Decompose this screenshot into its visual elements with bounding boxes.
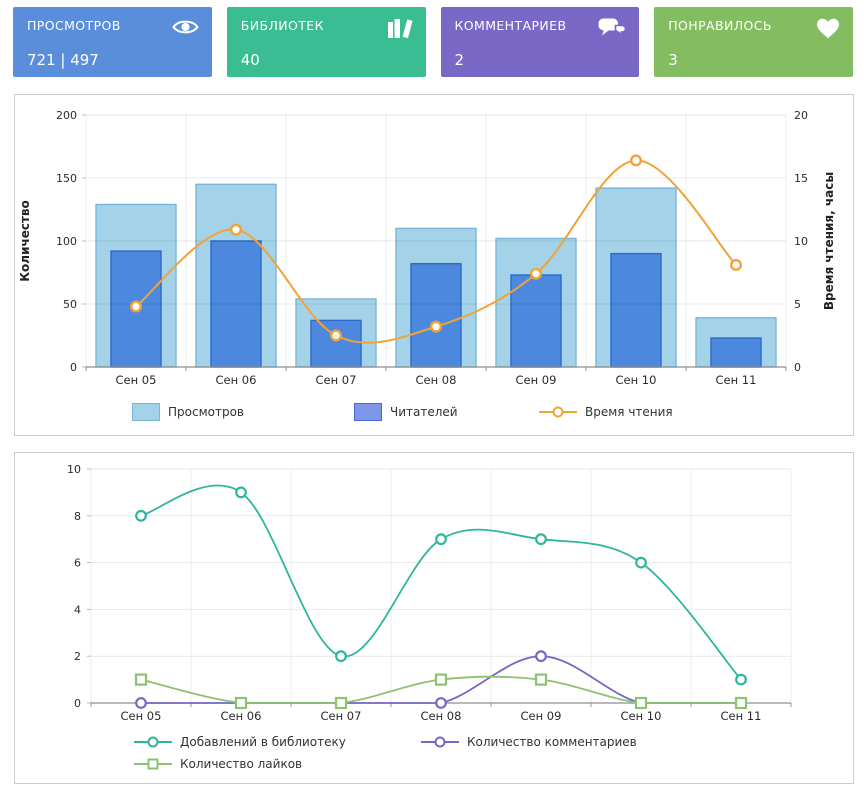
- svg-text:Сен 11: Сен 11: [721, 709, 762, 723]
- svg-text:Сен 05: Сен 05: [121, 709, 162, 723]
- svg-text:100: 100: [56, 235, 77, 248]
- card-header: ПОНРАВИЛОСЬ: [668, 17, 840, 39]
- svg-text:Сен 08: Сен 08: [421, 709, 462, 723]
- svg-text:Сен 06: Сен 06: [216, 373, 257, 387]
- engagement-chart-panel: 0 2 4 6 8 10 Сен 05 Сен 06 Сен 07 Сен 08 Сен 09 Сен…: [14, 452, 854, 784]
- likes-card-value: 3: [668, 51, 678, 69]
- engagement-chart-legend: Добавлений в библиотеку Количество комме…: [134, 735, 853, 771]
- legend-item-reading-time[interactable]: Время чтения: [539, 405, 853, 419]
- legend-item-likes-count[interactable]: Количество лайков: [134, 757, 421, 771]
- svg-text:6: 6: [74, 557, 81, 570]
- svg-text:Сен 06: Сен 06: [221, 709, 262, 723]
- stat-card-comments: КОММЕНТАРИЕВ 2: [440, 7, 640, 77]
- svg-text:15: 15: [794, 172, 808, 185]
- stat-card-views: ПРОСМОТРОВ 721 | 497: [13, 7, 212, 77]
- library-comments-likes-chart: 0 2 4 6 8 10 Сен 05 Сен 06 Сен 07 Сен 08 Сен 09 Сен…: [67, 463, 792, 723]
- views-card-value: 721 | 497: [27, 51, 99, 69]
- stats-dashboard: ПРОСМОТРОВ 721 | 497 БИБЛИОТЕК: [0, 7, 864, 784]
- likes-card-label: ПОНРАВИЛОСЬ: [668, 18, 772, 33]
- card-header: БИБЛИОТЕК: [241, 17, 413, 39]
- svg-text:200: 200: [56, 109, 77, 122]
- svg-text:50: 50: [63, 298, 77, 311]
- likes-count-series-label: Количество лайков: [180, 757, 303, 771]
- readers-series-swatch: [354, 403, 382, 421]
- stat-card-likes: ПОНРАВИЛОСЬ 3: [654, 7, 853, 77]
- views-card-label: ПРОСМОТРОВ: [27, 18, 121, 33]
- comments-count-series-marker: [421, 735, 459, 749]
- comments-count-series-label: Количество комментариев: [467, 735, 637, 749]
- views-readers-readingtime-chart: 0 50 100 150 200 0 5 10 15 20 Сен 05 Сен 06 Сен 07 Се…: [18, 109, 836, 387]
- svg-text:10: 10: [67, 463, 81, 476]
- stat-cards-row: ПРОСМОТРОВ 721 | 497 БИБЛИОТЕК: [13, 7, 853, 77]
- views-chart-legend: Просмотров Читателей Время чтения: [132, 403, 853, 421]
- legend-item-readers[interactable]: Читателей: [354, 403, 539, 421]
- comments-card-label: КОММЕНТАРИЕВ: [454, 18, 567, 33]
- svg-text:Сен 09: Сен 09: [521, 709, 562, 723]
- svg-text:Сен 08: Сен 08: [416, 373, 457, 387]
- readers-series-label: Читателей: [390, 405, 458, 419]
- svg-text:Сен 09: Сен 09: [516, 373, 557, 387]
- legend-item-views[interactable]: Просмотров: [132, 403, 354, 421]
- card-header: КОММЕНТАРИЕВ: [455, 17, 627, 38]
- card-header: ПРОСМОТРОВ: [27, 17, 199, 36]
- views-series-swatch: [132, 403, 160, 421]
- svg-text:150: 150: [56, 172, 77, 185]
- library-adds-series-label: Добавлений в библиотеку: [180, 735, 346, 749]
- svg-text:Сен 11: Сен 11: [716, 373, 757, 387]
- stat-card-libraries: БИБЛИОТЕК 40: [226, 7, 426, 77]
- libraries-card-label: БИБЛИОТЕК: [240, 18, 324, 33]
- views-chart-panel: 0 50 100 150 200 0 5 10 15 20 Сен 05 Сен 06 Сен 07 Се…: [14, 94, 854, 436]
- svg-text:Сен 10: Сен 10: [616, 373, 657, 387]
- svg-text:Сен 05: Сен 05: [116, 373, 157, 387]
- svg-text:4: 4: [74, 603, 81, 616]
- views-series-label: Просмотров: [168, 405, 244, 419]
- svg-text:8: 8: [74, 510, 81, 523]
- svg-text:Сен 07: Сен 07: [321, 709, 362, 723]
- books-icon: [387, 18, 413, 39]
- likes-count-series-marker: [134, 757, 172, 771]
- library-adds-series-marker: [134, 735, 172, 749]
- legend-item-library-adds[interactable]: Добавлений в библиотеку: [134, 735, 421, 749]
- svg-text:Время чтения, часы: Время чтения, часы: [822, 172, 836, 310]
- legend-item-comments-count[interactable]: Количество комментариев: [421, 735, 853, 749]
- svg-text:Количество: Количество: [18, 200, 32, 282]
- svg-text:Сен 07: Сен 07: [316, 373, 357, 387]
- svg-text:Сен 10: Сен 10: [621, 709, 662, 723]
- reading-time-series-label: Время чтения: [585, 405, 673, 419]
- svg-text:0: 0: [794, 361, 801, 374]
- reading-time-series-marker: [539, 405, 577, 419]
- svg-text:5: 5: [794, 298, 801, 311]
- libraries-card-value: 40: [240, 51, 260, 69]
- svg-text:0: 0: [70, 361, 77, 374]
- svg-text:20: 20: [794, 109, 808, 122]
- svg-text:0: 0: [74, 697, 81, 710]
- heart-icon: [816, 18, 840, 39]
- chat-bubbles-icon: [598, 18, 627, 38]
- svg-text:10: 10: [794, 235, 808, 248]
- svg-text:2: 2: [74, 650, 81, 663]
- comments-card-value: 2: [454, 51, 465, 69]
- eye-icon: [172, 18, 199, 36]
